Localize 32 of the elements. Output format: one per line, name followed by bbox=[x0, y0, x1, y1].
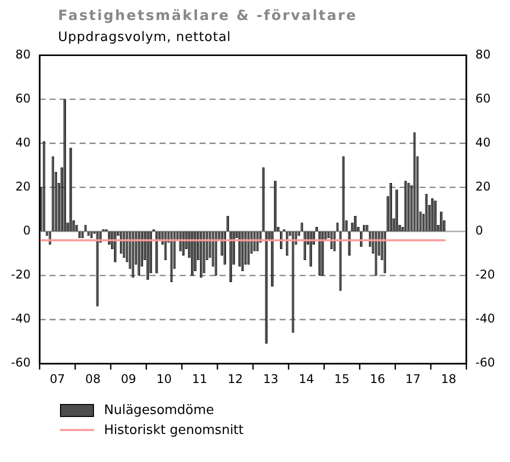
y-tick-label: 40 bbox=[15, 135, 31, 150]
x-tick-label: 13 bbox=[263, 372, 278, 386]
y-tick-label: 80 bbox=[15, 47, 31, 62]
x-tick-label: 16 bbox=[370, 372, 386, 386]
y-tick-label: -60 bbox=[10, 356, 31, 370]
y2-tick-label: 0 bbox=[475, 224, 484, 238]
y2-tick-label: 60 bbox=[475, 91, 491, 106]
x-tick-label: 07 bbox=[50, 372, 66, 386]
legend-label: Historiskt genomsnitt bbox=[104, 422, 244, 438]
chart-subtitle: Uppdragsvolym, nettotal bbox=[58, 30, 232, 45]
x-tick-label: 17 bbox=[405, 372, 421, 386]
x-tick-label: 08 bbox=[85, 372, 101, 386]
y2-tick-label: 20 bbox=[475, 179, 491, 194]
y2-tick-label: 80 bbox=[475, 47, 491, 62]
y-tick-label: -40 bbox=[10, 312, 31, 326]
x-tick-label: 14 bbox=[298, 372, 314, 386]
x-tick-label: 10 bbox=[156, 372, 172, 386]
y2-tick-label: -40 bbox=[475, 312, 496, 326]
x-tick-label: 18 bbox=[440, 372, 456, 386]
x-tick-label: 15 bbox=[334, 372, 350, 386]
y-tick-label: 0 bbox=[22, 224, 31, 238]
y2-tick-label: -60 bbox=[475, 356, 496, 370]
y-tick-label: 60 bbox=[15, 91, 31, 106]
chart-title: Fastighetsmäklare & -förvaltare bbox=[58, 8, 358, 24]
x-tick-label: 11 bbox=[192, 372, 208, 386]
y-tick-label: -20 bbox=[10, 268, 31, 282]
x-tick-label: 12 bbox=[228, 372, 243, 386]
y2-tick-label: 40 bbox=[475, 135, 491, 150]
y-tick-label: 20 bbox=[15, 179, 31, 194]
legend-label: Nulägesomdöme bbox=[104, 402, 214, 418]
y2-tick-label: -20 bbox=[475, 268, 496, 282]
x-tick-label: 09 bbox=[120, 372, 136, 386]
